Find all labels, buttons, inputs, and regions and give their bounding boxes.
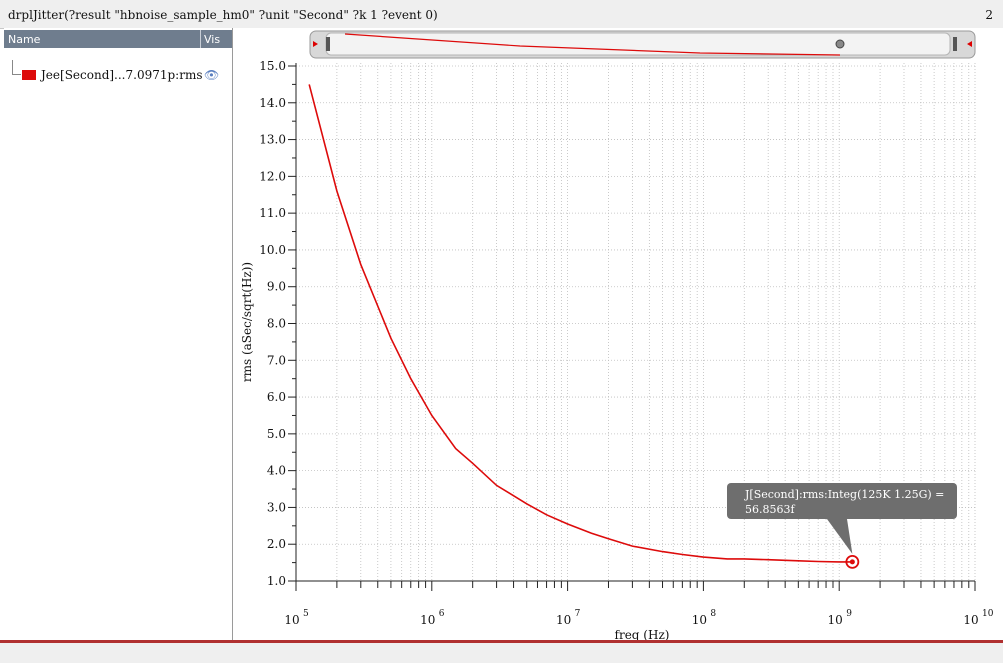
y-axis-label: rms (aSec/sqrt(Hz))	[240, 262, 254, 382]
x-tick-label-exponent: 8	[710, 609, 716, 619]
eye-icon[interactable]: 👁	[204, 68, 220, 82]
overview-strip[interactable]	[309, 30, 976, 59]
header-separator	[200, 30, 201, 48]
overview-left-handle[interactable]	[326, 37, 330, 51]
x-tick-label-exponent: 10	[982, 609, 994, 619]
y-tick-label: 3.0	[267, 500, 286, 514]
scroll-left-icon[interactable]	[313, 41, 318, 47]
legend-header: Name Vis	[4, 30, 232, 48]
window-title-bar: drplJitter(?result "hbnoise_sample_hm0" …	[0, 0, 1003, 29]
series-line[interactable]	[308, 84, 853, 563]
overview-window[interactable]	[325, 32, 951, 56]
y-tick-label: 15.0	[259, 59, 286, 73]
chart[interactable]: 1.0 2.0 3.0 4.0 5.0 6.0 7.0 8.0 9.0 10.0 11.0 12.0 1…	[0, 0, 1003, 640]
marker-label-line1: J[Second]:rms:Integ(125K 1.25G) =	[744, 488, 944, 501]
axes	[288, 63, 976, 591]
legend-item-label[interactable]: Jee[Second]...7.0971p:rms	[41, 68, 203, 82]
bottom-status-bar	[0, 640, 1003, 663]
overview-marker-icon	[835, 39, 845, 49]
y-tick-label: 11.0	[259, 206, 286, 220]
marker-label-box[interactable]	[727, 483, 957, 519]
y-tick-label: 14.0	[259, 96, 286, 110]
subwindow-number: 2	[985, 8, 993, 22]
marker-label-line2: 56.8563f	[745, 503, 795, 516]
y-tick-label: 13.0	[259, 133, 286, 147]
scroll-right-icon[interactable]	[967, 41, 972, 47]
marker-point[interactable]	[849, 559, 855, 565]
x-tick-label: 10	[692, 613, 707, 627]
x-tick-label-exponent: 6	[439, 609, 445, 619]
legend-panel: Name Vis Jee[Second]...7.0971p:rms 👁	[4, 28, 233, 640]
tree-branch-icon	[12, 60, 21, 75]
marker-ring-icon[interactable]	[845, 554, 860, 569]
legend-header-name[interactable]: Name	[8, 33, 41, 46]
overview-right-handle[interactable]	[953, 37, 957, 51]
y-tick-label: 1.0	[267, 574, 286, 588]
y-tick-label: 2.0	[267, 537, 286, 551]
y-tick-label: 9.0	[267, 280, 286, 294]
x-tick-label: 10	[963, 613, 978, 627]
x-tick-label: 10	[828, 613, 843, 627]
marker-callout-pointer	[827, 519, 853, 554]
x-axis-label: freq (Hz)	[615, 628, 670, 640]
y-tick-label: 8.0	[267, 317, 286, 331]
x-tick-label-exponent: 9	[846, 609, 852, 619]
y-tick-label: 4.0	[267, 464, 286, 478]
window-title: drplJitter(?result "hbnoise_sample_hm0" …	[8, 8, 438, 22]
y-tick-label: 6.0	[267, 390, 286, 404]
trace-color-swatch	[22, 70, 36, 80]
x-tick-label: 10	[420, 613, 435, 627]
y-tick-label: 7.0	[267, 353, 286, 367]
x-tick-label: 10	[556, 613, 571, 627]
x-tick-label-exponent: 5	[303, 609, 309, 619]
x-tick-label: 10	[284, 613, 299, 627]
x-tick-label-exponent: 7	[575, 609, 581, 619]
y-tick-labels: 1.0 2.0 3.0 4.0 5.0 6.0 7.0 8.0 9.0 10.0 11.0 12.0 1…	[259, 59, 286, 588]
marker-group[interactable]: J[Second]:rms:Integ(125K 1.25G) = 56.8563…	[727, 483, 957, 569]
overview-trace	[344, 33, 841, 56]
y-tick-label: 12.0	[259, 169, 286, 183]
y-tick-label: 10.0	[259, 243, 286, 257]
series-group	[308, 84, 853, 563]
legend-item[interactable]: Jee[Second]...7.0971p:rms 👁	[4, 60, 232, 84]
legend-header-vis[interactable]: Vis	[204, 33, 221, 46]
x-tick-labels: 10 5 10 6 10 7 10 8 10 9 10 10	[284, 609, 993, 627]
y-tick-label: 5.0	[267, 427, 286, 441]
